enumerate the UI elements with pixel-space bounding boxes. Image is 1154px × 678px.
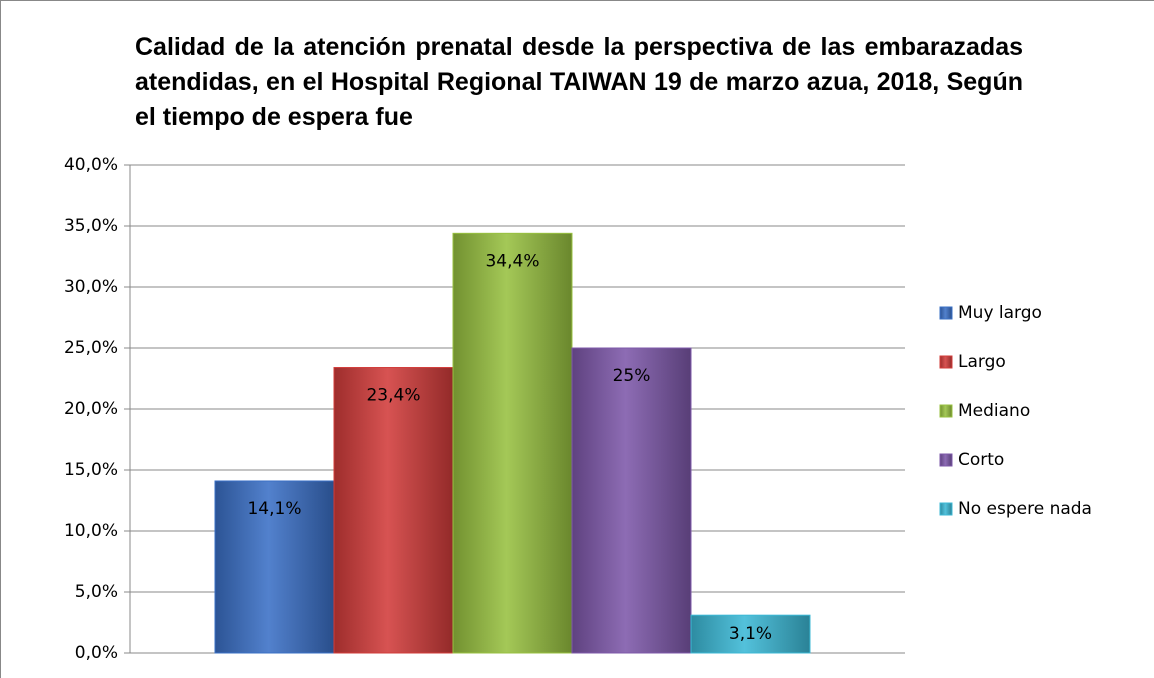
y-tick-label: 25,0%: [64, 338, 118, 358]
y-tick-label: 20,0%: [64, 399, 118, 419]
legend-swatch: [939, 404, 953, 418]
bar: [571, 347, 692, 654]
legend-swatch: [939, 502, 953, 516]
bar: [333, 367, 454, 654]
y-tick-label: 0,0%: [75, 643, 118, 663]
legend-swatch: [939, 453, 953, 467]
legend-label: Largo: [958, 352, 1006, 372]
data-label: 25%: [613, 366, 651, 386]
legend-label: No espere nada: [958, 499, 1092, 519]
bar: [214, 480, 335, 654]
chart-title: Calidad de la atención prenatal desde la…: [135, 33, 1023, 131]
legend-label: Mediano: [958, 401, 1030, 421]
y-tick-label: 30,0%: [64, 277, 118, 297]
data-label: 14,1%: [247, 499, 301, 519]
legend-label: Muy largo: [958, 303, 1042, 323]
legend-label: Corto: [958, 450, 1004, 470]
y-tick-label: 5,0%: [75, 582, 118, 602]
y-tick-label: 10,0%: [64, 521, 118, 541]
bar: [452, 232, 573, 654]
y-tick-label: 15,0%: [64, 460, 118, 480]
y-tick-label: 35,0%: [64, 216, 118, 236]
data-label: 34,4%: [485, 251, 539, 271]
data-label: 3,1%: [729, 624, 772, 644]
data-label: 23,4%: [366, 386, 420, 406]
legend-swatch: [939, 306, 953, 320]
y-tick-label: 40,0%: [64, 155, 118, 175]
bar: [690, 614, 811, 654]
legend-swatch: [939, 355, 953, 369]
